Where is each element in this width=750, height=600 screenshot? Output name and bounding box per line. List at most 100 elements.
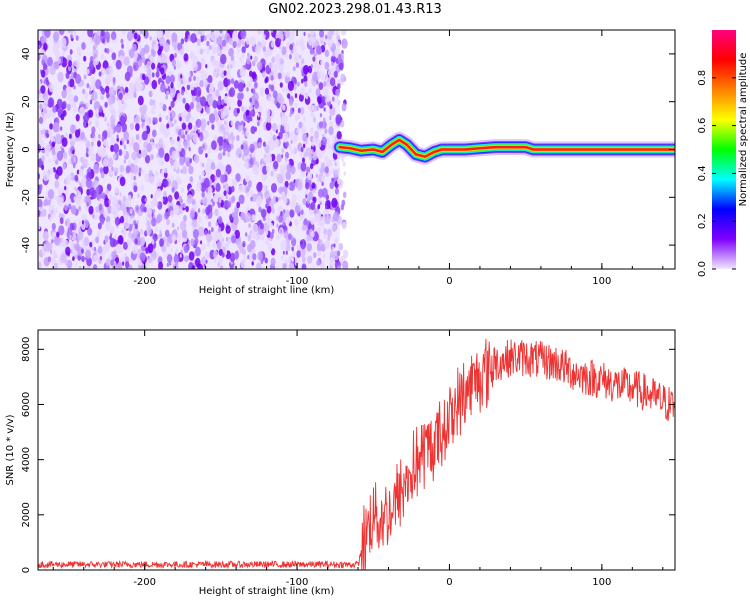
noise-blob [305,140,308,145]
noise-blob [323,228,327,235]
noise-blob [246,57,251,65]
noise-blob [300,209,304,215]
noise-blob [38,209,41,218]
noise-blob [95,236,100,244]
noise-blob [296,113,300,120]
noise-blob [230,196,235,204]
y-tick-label: -20 [21,189,32,205]
noise-blob [284,209,290,218]
noise-blob [45,143,51,153]
noise-blob [337,83,341,90]
noise-blob [80,131,85,140]
noise-blob [90,153,97,163]
noise-blob [244,212,251,223]
noise-blob [120,204,125,211]
noise-blob [223,70,227,76]
noise-blob [228,138,232,145]
noise-blob [330,61,334,67]
noise-blob [289,99,293,107]
noise-blob [143,206,147,213]
noise-blob [126,139,130,145]
noise-blob [236,135,240,142]
noise-blob [90,76,95,84]
noise-blob [152,99,156,106]
noise-blob [240,30,247,40]
noise-blob [254,55,258,63]
noise-blob [101,148,107,158]
noise-blob [320,162,326,170]
noise-blob [133,164,139,175]
noise-blob [180,249,183,254]
noise-blob [39,103,43,110]
noise-blob [309,30,314,36]
noise-blob [288,54,292,60]
noise-blob [224,120,227,125]
noise-blob [138,171,141,177]
noise-blob [203,196,208,204]
noise-blob [159,123,166,134]
noise-blob [197,30,200,35]
y-tick-label: -40 [21,237,32,253]
noise-blob [218,95,222,101]
noise-blob [315,173,318,178]
noise-blob [237,82,244,92]
noise-blob [100,53,105,61]
noise-blob [209,82,215,90]
noise-blob [158,155,165,166]
noise-blob [51,239,54,244]
noise-blob [281,104,286,111]
noise-blob [190,33,197,44]
noise-blob [89,90,92,95]
noise-blob [74,129,81,138]
noise-blob [285,151,289,159]
noise-blob [259,87,266,97]
noise-blob [229,252,236,263]
noise-blob [229,87,236,98]
noise-blob [216,119,222,128]
noise-blob [107,96,114,106]
x-tick-label: 0 [446,577,452,588]
noise-blob [129,208,133,214]
noise-blob [173,160,180,171]
noise-blob [324,61,330,70]
noise-blob [230,120,234,126]
noise-blob [217,202,221,209]
noise-blob [188,251,195,261]
noise-blob [86,147,89,153]
noise-blob [151,62,156,70]
noise-blob [338,62,344,71]
noise-blob [200,70,207,81]
noise-blob [188,165,194,175]
noise-blob [193,154,200,164]
colorbar: 0.0 0.2 0.4 0.6 0.8 Normalized spectral ampli… [697,30,749,277]
noise-blob [184,102,190,111]
noise-blob [249,36,257,47]
noise-blob [128,245,131,251]
noise-blob [262,141,266,147]
noise-blob [276,153,282,163]
noise-blob [143,30,149,39]
noise-blob [93,163,100,174]
noise-blob [201,191,205,198]
noise-blob [273,71,278,80]
noise-blob [245,37,250,45]
noise-blob [173,254,180,264]
noise-blob [284,122,290,133]
noise-blob [43,231,47,238]
noise-blob [42,91,49,101]
noise-blob [131,244,138,255]
noise-blob [188,72,191,78]
noise-blob [272,134,277,141]
noise-blob [94,179,98,186]
noise-blob [48,158,51,163]
noise-blob [318,188,324,198]
noise-blob [126,31,134,42]
noise-blob [341,221,347,230]
y-tick-label: 20 [21,95,32,108]
noise-blob [314,130,320,139]
noise-blob [234,229,240,239]
noise-blob [263,30,268,36]
noise-blob [291,76,294,81]
noise-blob [186,84,191,91]
noise-blob [179,220,187,231]
